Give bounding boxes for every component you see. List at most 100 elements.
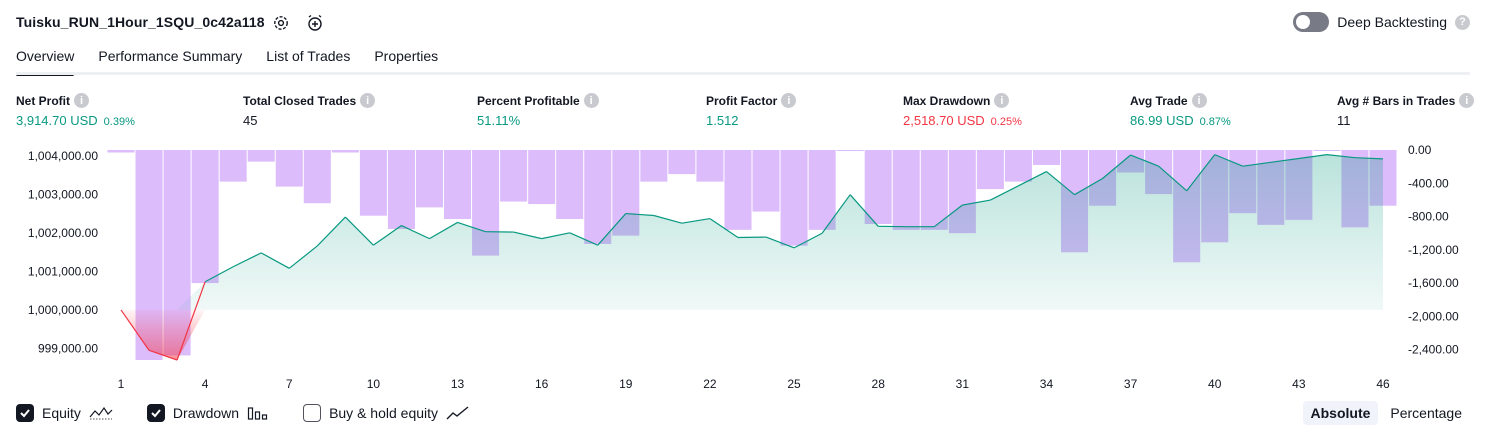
y-axis-left-tick: 1,004,000.00 xyxy=(28,149,98,163)
buy-hold-checkbox[interactable] xyxy=(303,404,322,422)
drawdown-bar xyxy=(415,150,444,208)
info-icon[interactable]: i xyxy=(1459,93,1475,108)
metric-percent-profitable: Percent Profitable i 51.11% xyxy=(477,93,599,128)
info-icon[interactable]: i xyxy=(74,93,89,108)
equity-line-segment xyxy=(569,232,598,246)
metric-profit-factor: Profit Factor i 1.512 xyxy=(706,93,797,128)
percentage-button[interactable]: Percentage xyxy=(1390,405,1462,421)
equity-line-segment xyxy=(1158,165,1188,192)
equity-drawdown-chart[interactable]: 1,004,000.00 1,003,000.00 1,002,000.00 1,00… xyxy=(0,140,1486,395)
equity-loss-area xyxy=(121,309,1383,360)
equity-area xyxy=(121,154,1383,310)
info-icon[interactable]: i xyxy=(994,93,1010,108)
equity-line-segment xyxy=(288,245,318,269)
metric-pct: 0.87% xyxy=(1199,116,1231,128)
equity-line-segment xyxy=(1298,154,1327,160)
equity-line-segment xyxy=(1018,171,1047,187)
equity-line-segment xyxy=(1242,161,1271,167)
equity-line-segment xyxy=(316,216,346,247)
metric-label: Avg Trade xyxy=(1130,93,1188,108)
x-axis-tick: 46 xyxy=(1376,377,1390,391)
drawdown-bar xyxy=(500,150,528,202)
equity-line-segment xyxy=(401,224,430,240)
drawdown-bar xyxy=(247,150,275,162)
metric-max-drawdown: Max Drawdown i 2,518.70 USD 0.25% xyxy=(903,93,1022,128)
gear-icon[interactable] xyxy=(270,12,292,34)
metric-value: 51.11% xyxy=(477,113,521,128)
equity-line-segment xyxy=(513,231,542,240)
equity-line-icon xyxy=(89,406,113,420)
tab-divider xyxy=(16,72,1470,75)
equity-line-segment xyxy=(821,194,851,234)
metric-value: 2,518.70 USD xyxy=(903,113,985,128)
equity-line-segment xyxy=(990,185,1019,201)
info-icon[interactable]: i xyxy=(1191,93,1207,108)
metric-pct: 0.25% xyxy=(990,116,1022,128)
equity-line-segment xyxy=(849,194,879,227)
tab-list-of-trades[interactable]: List of Trades xyxy=(266,48,351,64)
legend-buy-hold-label: Buy & hold equity xyxy=(329,405,439,421)
drawdown-bar xyxy=(387,150,415,230)
info-icon[interactable]: i xyxy=(360,93,376,108)
drawdown-checkbox[interactable] xyxy=(146,404,165,422)
y-axis-right-tick: -2,000.00 xyxy=(1408,309,1459,323)
chart-legend: Equity Drawdown Buy & hold equity xyxy=(16,404,470,422)
y-axis-left-tick: 1,000,000.00 xyxy=(28,303,98,317)
x-axis-tick: 16 xyxy=(535,377,549,391)
x-axis-tick: 22 xyxy=(703,377,717,391)
drawdown-bar xyxy=(668,150,696,175)
info-icon[interactable]: i xyxy=(781,93,797,108)
value-mode-toggle: Absolute Percentage xyxy=(1302,401,1471,425)
tab-properties[interactable]: Properties xyxy=(374,48,439,64)
drawdown-bar xyxy=(1032,150,1060,165)
equity-line-segment xyxy=(1354,157,1384,160)
absolute-button[interactable]: Absolute xyxy=(1302,401,1379,425)
equity-line-segment xyxy=(457,221,486,233)
y-axis-left-tick: 999,000.00 xyxy=(38,341,98,355)
y-axis-left-tick: 1,002,000.00 xyxy=(28,226,98,240)
x-axis-tick: 7 xyxy=(286,377,293,391)
equity-line-segment xyxy=(176,281,206,361)
info-icon[interactable]: i xyxy=(583,93,599,108)
equity-line-segment xyxy=(429,221,458,240)
metric-value: 3,914.70 USD xyxy=(16,113,98,128)
drawdown-bar xyxy=(528,150,556,205)
drawdown-bar xyxy=(640,150,668,182)
tab-bar: Overview Performance Summary List of Tra… xyxy=(16,48,439,76)
metric-label: Profit Factor xyxy=(706,93,778,108)
drawdown-bar xyxy=(892,150,920,230)
equity-checkbox[interactable] xyxy=(16,404,34,422)
x-axis-tick: 13 xyxy=(451,377,465,391)
deep-backtesting-toggle[interactable] xyxy=(1293,12,1330,32)
x-axis-tick: 4 xyxy=(202,377,209,391)
drawdown-bar xyxy=(752,150,780,212)
alarm-add-icon[interactable] xyxy=(304,12,326,34)
metric-pct: 0.39% xyxy=(103,116,135,128)
equity-line-segment xyxy=(1326,154,1356,159)
y-axis-right-tick: -1,600.00 xyxy=(1408,276,1459,290)
y-axis-right-tick: -400.00 xyxy=(1408,176,1449,190)
y-axis-left-tick: 1,003,000.00 xyxy=(28,187,98,201)
drawdown-bar xyxy=(331,150,359,153)
equity-line-segment xyxy=(1130,154,1159,167)
help-icon[interactable]: ? xyxy=(1455,14,1470,30)
equity-line-segment xyxy=(765,236,795,249)
drawdown-bar xyxy=(303,150,331,204)
equity-line-segment xyxy=(793,232,823,249)
buy-hold-line-icon xyxy=(446,406,469,420)
metric-value: 11 xyxy=(1337,113,1351,128)
drawdown-bar xyxy=(191,150,219,284)
metric-label: Avg # Bars in Trades xyxy=(1337,93,1456,108)
equity-line-segment xyxy=(625,212,654,217)
tab-overview[interactable]: Overview xyxy=(16,48,75,76)
x-axis-tick: 31 xyxy=(956,377,970,391)
metric-value: 86.99 USD xyxy=(1130,113,1194,128)
tab-performance-summary[interactable]: Performance Summary xyxy=(98,48,243,64)
equity-line-segment xyxy=(1186,154,1216,192)
drawdown-bar xyxy=(696,150,724,182)
drawdown-bar xyxy=(275,150,303,187)
equity-line-segment xyxy=(373,225,402,246)
x-axis-tick: 28 xyxy=(872,377,886,391)
equity-line-segment xyxy=(1102,154,1131,179)
equity-line-segment xyxy=(148,349,178,361)
